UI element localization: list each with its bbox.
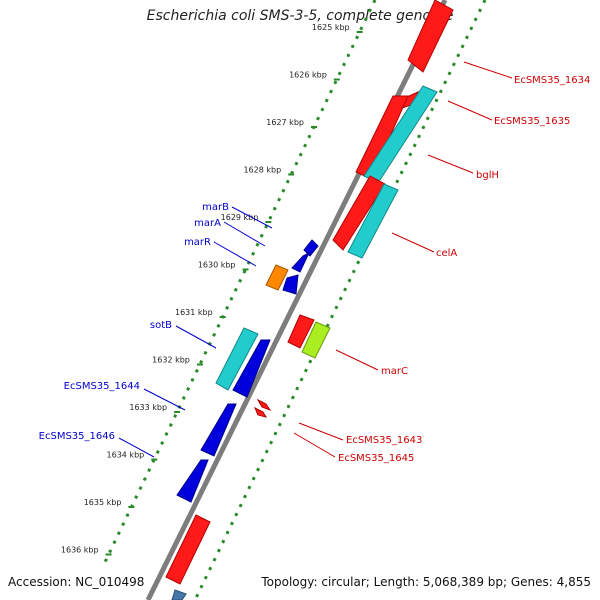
gene-marB-feature[interactable] [303, 239, 319, 257]
accession-label: Accession: NC_010498 [8, 575, 145, 589]
gene-marA-feature[interactable] [291, 251, 311, 273]
leader-EcSMS35_1634 [463, 61, 513, 79]
leader-marC [335, 349, 379, 371]
gene-EcSMS35_1634-feature[interactable] [407, 0, 454, 73]
inner-ruler-track [103, 0, 377, 563]
leader-marA [223, 221, 266, 247]
gene-EcSMS35_1645-feature[interactable] [254, 406, 268, 418]
ruler-ticks [105, 31, 363, 556]
gene-marC-red-feature[interactable] [287, 314, 315, 349]
leader-EcSMS35_1635 [447, 100, 493, 121]
leader-celA [391, 232, 435, 253]
leader-EcSMS35_1644 [143, 388, 186, 411]
ruler-tick-label: 1625 kbp [312, 23, 350, 32]
ruler-tick-label: 1630 kbp [198, 261, 236, 270]
gene-sotB-blue-feature[interactable] [232, 339, 271, 398]
gene-label-marR[interactable]: marR [184, 237, 211, 248]
gene-label-EcSMS35_1635[interactable]: EcSMS35_1635 [494, 116, 570, 127]
ruler-tick-label: 1635 kbp [84, 498, 122, 507]
gene-label-EcSMS35_1645[interactable]: EcSMS35_1645 [338, 453, 414, 464]
gene-orange-feature [265, 264, 289, 291]
gene-label-sotB[interactable]: sotB [150, 320, 172, 331]
genome-backbone [145, 0, 448, 600]
gene-marR-feature[interactable] [282, 274, 299, 295]
gene-sotB-cyan-feature[interactable] [215, 327, 259, 391]
gene-label-marB[interactable]: marB [202, 202, 229, 213]
ruler-tick-label: 1636 kbp [61, 546, 99, 555]
ruler-tick-label: 1631 kbp [175, 308, 213, 317]
gene-label-EcSMS35_1643[interactable]: EcSMS35_1643 [346, 435, 422, 446]
gene-label-bglH[interactable]: bglH [476, 170, 499, 181]
outer-ruler-track [193, 0, 487, 600]
leader-marR [213, 241, 257, 267]
map-title: Escherichia coli SMS-3-5, complete genom… [146, 8, 454, 24]
gene-label-celA[interactable]: celA [436, 248, 457, 259]
leader-EcSMS35_1645 [293, 432, 336, 458]
leader-EcSMS35_1646 [118, 437, 155, 458]
topology-label: Topology: circular; Length: 5,068,389 bp… [261, 575, 591, 589]
ruler-tick-label: 1634 kbp [107, 451, 145, 460]
gene-celA-red-feature[interactable] [332, 175, 386, 251]
ruler-tick-label: 1633 kbp [129, 403, 167, 412]
gene-label-EcSMS35_1646[interactable]: EcSMS35_1646 [39, 431, 115, 442]
leader-sotB [175, 325, 217, 349]
ruler-tick-label: 1627 kbp [266, 118, 304, 127]
gene-label-EcSMS35_1644[interactable]: EcSMS35_1644 [64, 381, 140, 392]
gene-downstream-steel-feature [171, 589, 187, 600]
gene-downstream-red-feature [165, 514, 211, 585]
gene-label-EcSMS35_1634[interactable]: EcSMS35_1634 [514, 75, 590, 86]
gene-EcSMS35_1643-feature[interactable] [256, 398, 272, 412]
leader-EcSMS35_1643 [298, 422, 344, 441]
gene-EcSMS35_1646-feature[interactable] [176, 459, 209, 503]
ruler-tick-labels: 1625 kbp 1626 kbp 1627 kbp 1628 kbp 1629 kbp… [61, 23, 350, 555]
gene-label-marA[interactable]: marA [194, 218, 221, 229]
leader-bglH [427, 154, 474, 174]
gene-celA-cyan-feature[interactable] [347, 183, 399, 259]
gene-EcSMS35_1644-feature[interactable] [200, 403, 237, 457]
ruler-tick-label: 1628 kbp [243, 166, 281, 175]
ruler-tick-label: 1632 kbp [152, 356, 190, 365]
gene-marC-lime-feature[interactable] [301, 321, 331, 359]
ruler-tick-label: 1629 kbp [221, 213, 259, 222]
gene-label-marC[interactable]: marC [381, 366, 408, 377]
ruler-tick-label: 1626 kbp [289, 71, 327, 80]
leader-marB [231, 206, 273, 229]
